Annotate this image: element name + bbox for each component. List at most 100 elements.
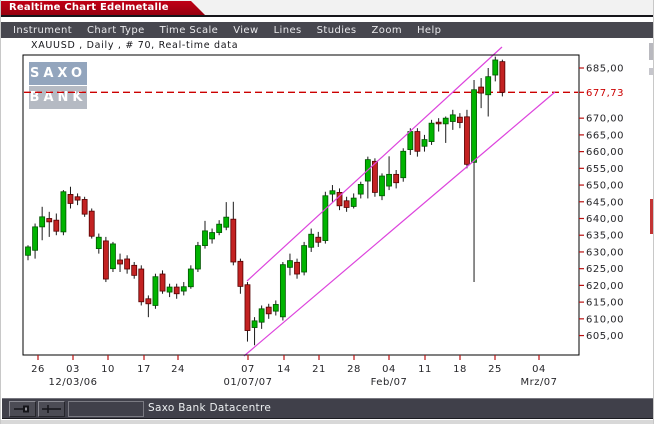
candle: [315, 236, 322, 243]
candle: [102, 240, 109, 280]
candle: [138, 268, 145, 303]
horizontal-line-icon: [41, 405, 61, 413]
candle: [180, 286, 187, 292]
candle: [251, 320, 258, 328]
y-axis-label: 625,00: [586, 264, 624, 275]
candle: [279, 264, 286, 318]
screen-edge-artifact: [649, 43, 653, 60]
candle: [485, 76, 492, 96]
candle: [216, 223, 223, 233]
candle: [435, 121, 442, 125]
candle: [386, 173, 392, 187]
candle: [202, 230, 208, 246]
candle: [195, 245, 201, 270]
x-axis-label: 18: [453, 364, 467, 375]
screen-edge-artifact: [650, 199, 653, 234]
candle: [400, 150, 407, 179]
logo-line-saxo: SAXO: [29, 62, 87, 85]
chart-header: XAUUSD , Daily , # 70, Real-time data: [31, 40, 239, 51]
candle: [407, 131, 414, 151]
menu-item-instrument[interactable]: Instrument: [13, 24, 73, 36]
y-axis-label: 650,00: [586, 181, 624, 192]
plot-border: [22, 54, 580, 356]
y-axis-label: 640,00: [586, 214, 624, 225]
candle: [74, 196, 81, 201]
candle: [265, 306, 272, 315]
candle: [301, 245, 308, 273]
candle: [88, 210, 95, 237]
candle: [53, 219, 60, 232]
candle: [244, 284, 251, 331]
x-axis-label: 21: [312, 364, 326, 375]
menu-item-zoom[interactable]: Zoom: [371, 24, 402, 36]
candle: [379, 175, 385, 197]
candle: [152, 276, 159, 306]
candle: [393, 173, 400, 184]
candle: [329, 190, 336, 195]
candle: [492, 59, 499, 76]
y-axis-label: 605,00: [586, 331, 624, 342]
candle: [187, 268, 194, 288]
x-axis-label: 28: [347, 364, 361, 375]
candle: [32, 226, 38, 251]
menu-item-time-scale[interactable]: Time Scale: [159, 24, 219, 36]
candle: [60, 191, 67, 233]
candle: [25, 246, 31, 256]
menu-item-chart-type[interactable]: Chart Type: [87, 24, 145, 36]
price-pointer-tool-button[interactable]: [9, 401, 36, 417]
y-axis-label: 645,00: [586, 197, 624, 208]
candle: [159, 273, 166, 292]
y-axis-label: 615,00: [586, 298, 624, 309]
y-axis-label: 670,00: [586, 114, 624, 125]
candle: [421, 139, 428, 147]
x-axis-label: 10: [101, 364, 115, 375]
title-bar: Realtime Chart Edelmetalle: [1, 0, 653, 15]
menu-item-view[interactable]: View: [233, 24, 259, 36]
status-bar: Saxo Bank Datacentre: [2, 398, 653, 419]
status-empty-panel: [68, 401, 144, 417]
candle: [39, 216, 46, 228]
candle: [456, 116, 463, 123]
candle: [95, 236, 102, 250]
candle: [428, 122, 435, 142]
trend-channel-line: [243, 91, 556, 357]
candle: [117, 259, 123, 265]
menu-item-studies[interactable]: Studies: [316, 24, 357, 36]
y-axis-label: 630,00: [586, 247, 624, 258]
candle: [343, 200, 350, 208]
x-axis-label: 04: [532, 364, 546, 375]
x-axis-period-label: Feb/07: [371, 377, 408, 388]
window-title-tab[interactable]: Realtime Chart Edelmetalle: [1, 1, 205, 15]
y-axis-label: 635,00: [586, 231, 624, 242]
candle: [350, 197, 357, 207]
candle: [357, 183, 364, 195]
candle: [145, 298, 152, 305]
candle: [124, 258, 131, 270]
horizontal-line-tool-button[interactable]: [38, 401, 65, 417]
x-axis-label: 04: [382, 364, 396, 375]
candle: [131, 264, 138, 276]
x-axis-period-label: 01/07/07: [224, 377, 273, 388]
candle: [478, 86, 485, 94]
x-axis-label: 24: [171, 364, 185, 375]
menu-item-help[interactable]: Help: [416, 24, 442, 36]
x-axis-label: 03: [66, 364, 80, 375]
y-axis-label: 655,00: [586, 164, 624, 175]
x-axis-period-label: 12/03/06: [49, 377, 98, 388]
candle: [287, 260, 293, 268]
x-axis-label: 25: [488, 364, 502, 375]
window-title: Realtime Chart Edelmetalle: [9, 2, 169, 13]
candle: [294, 261, 300, 275]
y-axis-label: 685,00: [586, 64, 624, 75]
menu-item-lines[interactable]: Lines: [273, 24, 302, 36]
candle: [209, 232, 215, 240]
y-axis-label: 660,00: [586, 147, 624, 158]
x-axis-period-label: Mrz/07: [520, 377, 557, 388]
y-axis-label: 665,00: [586, 130, 624, 141]
candle: [110, 243, 116, 270]
y-axis-label: 620,00: [586, 281, 624, 292]
candle: [173, 286, 180, 295]
menu-bar: Instrument Chart Type Time Scale View Lines S…: [1, 22, 653, 38]
